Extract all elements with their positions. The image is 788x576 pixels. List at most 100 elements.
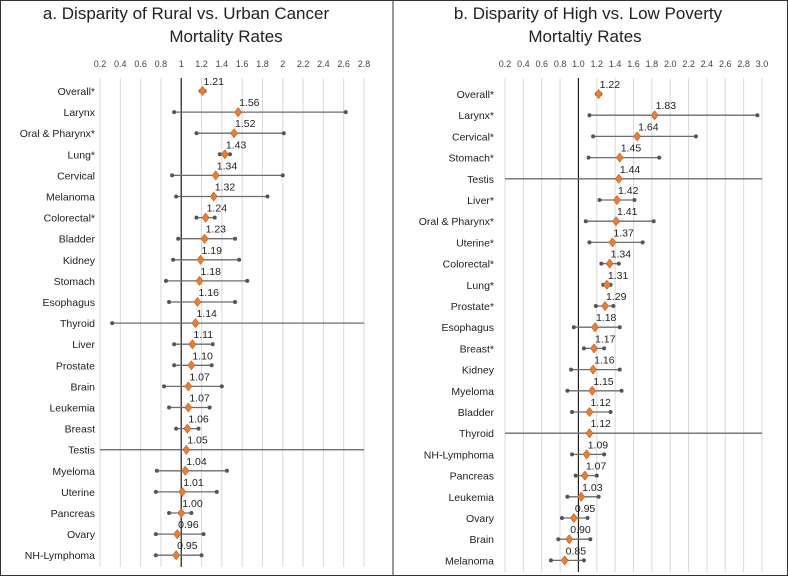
value-label: 1.07 (189, 371, 210, 383)
estimate-marker (569, 513, 578, 523)
category-label: Ovary (67, 529, 96, 541)
ci-low-cap (167, 511, 172, 515)
value-label: 1.07 (586, 461, 607, 473)
ci-low-cap (194, 131, 199, 136)
value-label: 1.14 (196, 308, 217, 320)
ci-low-cap (593, 304, 598, 308)
x-tick-label: 0.2 (94, 59, 107, 69)
ci-low-cap (153, 553, 158, 558)
ci-low-cap (217, 152, 222, 157)
estimate-marker (580, 470, 589, 481)
ci-low-cap (573, 473, 578, 478)
x-tick-label: 0.4 (517, 59, 530, 69)
x-tick-label: 2.4 (317, 59, 330, 69)
ci-high-cap (693, 134, 698, 139)
category-label: Melanoma (46, 192, 95, 204)
ci-low-cap (172, 342, 177, 347)
ci-low-cap (587, 240, 592, 245)
category-label: Pancreas (450, 471, 494, 483)
estimate-marker (181, 465, 190, 476)
x-tick-label: 2.8 (358, 59, 371, 69)
value-label: 0.95 (575, 503, 596, 515)
category-label: Bladder (458, 407, 495, 419)
x-tick-label: 0.2 (499, 59, 512, 69)
ci-low-cap (570, 410, 575, 414)
estimate-marker (196, 254, 205, 265)
ci-low-cap (599, 261, 604, 266)
value-label: 1.07 (189, 393, 210, 405)
ci-high-cap (245, 278, 250, 283)
value-label: 1.12 (590, 397, 611, 409)
value-label: 1.18 (596, 312, 617, 324)
ci-low-cap (569, 367, 574, 372)
ci-high-cap (594, 473, 599, 478)
ci-high-cap (233, 236, 238, 241)
ci-high-cap (224, 468, 229, 473)
ci-high-cap (207, 405, 212, 410)
ci-low-cap (170, 173, 175, 178)
ci-low-cap (597, 198, 602, 202)
value-label: 0.95 (177, 540, 198, 552)
value-label: 1.31 (608, 270, 629, 282)
ci-low-cap (565, 388, 570, 393)
value-label: 1.42 (618, 185, 639, 197)
category-label: Testis (68, 445, 95, 457)
category-label: Larynx* (458, 110, 494, 122)
value-label: 1.37 (613, 227, 634, 239)
value-label: 1.19 (202, 245, 223, 257)
ci-high-cap (611, 304, 616, 308)
estimate-marker (184, 402, 193, 413)
estimate-marker (182, 444, 191, 455)
category-label: Oral & Pharynx* (20, 128, 95, 140)
ci-high-cap (280, 173, 285, 178)
ci-low-cap (556, 537, 561, 542)
estimate-marker (177, 508, 186, 518)
ci-high-cap (189, 511, 194, 515)
category-label: Myeloma (451, 386, 494, 398)
estimate-marker (590, 343, 598, 354)
estimate-marker (209, 191, 218, 202)
ci-low-cap (587, 113, 592, 118)
x-tick-label: 2.6 (719, 59, 732, 69)
x-tick-label: 2 (280, 59, 285, 69)
ci-high-cap (619, 388, 624, 393)
value-label: 1.17 (595, 333, 616, 345)
panel-a-rural-vs-urban: a. Disparity of Rural vs. Urban Cancer Mo… (20, 4, 371, 567)
ci-low-cap (571, 325, 576, 330)
ci-low-cap (548, 558, 553, 563)
category-label: Thyroid (60, 318, 95, 330)
ci-high-cap (265, 194, 270, 199)
category-label: Prostate* (451, 301, 494, 313)
category-label: Leukemia (448, 492, 494, 504)
ci-low-cap (586, 155, 591, 160)
x-tick-label: 1.2 (195, 59, 208, 69)
estimate-marker (234, 107, 242, 118)
ci-low-cap (153, 532, 158, 537)
value-label: 1.10 (192, 350, 213, 362)
ci-high-cap (585, 516, 590, 520)
value-label: 1.43 (226, 139, 247, 151)
x-tick-label: 2.6 (337, 59, 350, 69)
ci-high-cap (581, 558, 586, 563)
ci-low-cap (176, 236, 181, 241)
value-label: 1.44 (620, 164, 641, 176)
estimate-marker (560, 555, 569, 566)
ci-low-cap (194, 215, 199, 220)
ci-high-cap (210, 342, 215, 347)
estimate-marker (601, 301, 609, 311)
estimate-marker (172, 550, 181, 561)
ci-high-cap (640, 240, 645, 245)
category-label: Cervical* (452, 131, 494, 143)
ci-high-cap (608, 410, 613, 414)
ci-high-cap (596, 494, 601, 499)
category-label: Prostate (56, 360, 95, 372)
value-label: 1.41 (617, 206, 638, 218)
estimate-marker (191, 318, 200, 329)
estimate-marker (585, 428, 594, 439)
estimate-marker (221, 149, 229, 160)
x-tick-label: 1.8 (646, 59, 659, 69)
value-label: 1.09 (588, 439, 609, 451)
estimate-marker (188, 339, 197, 350)
ci-low-cap (110, 321, 115, 326)
category-label: Lung* (68, 149, 95, 161)
